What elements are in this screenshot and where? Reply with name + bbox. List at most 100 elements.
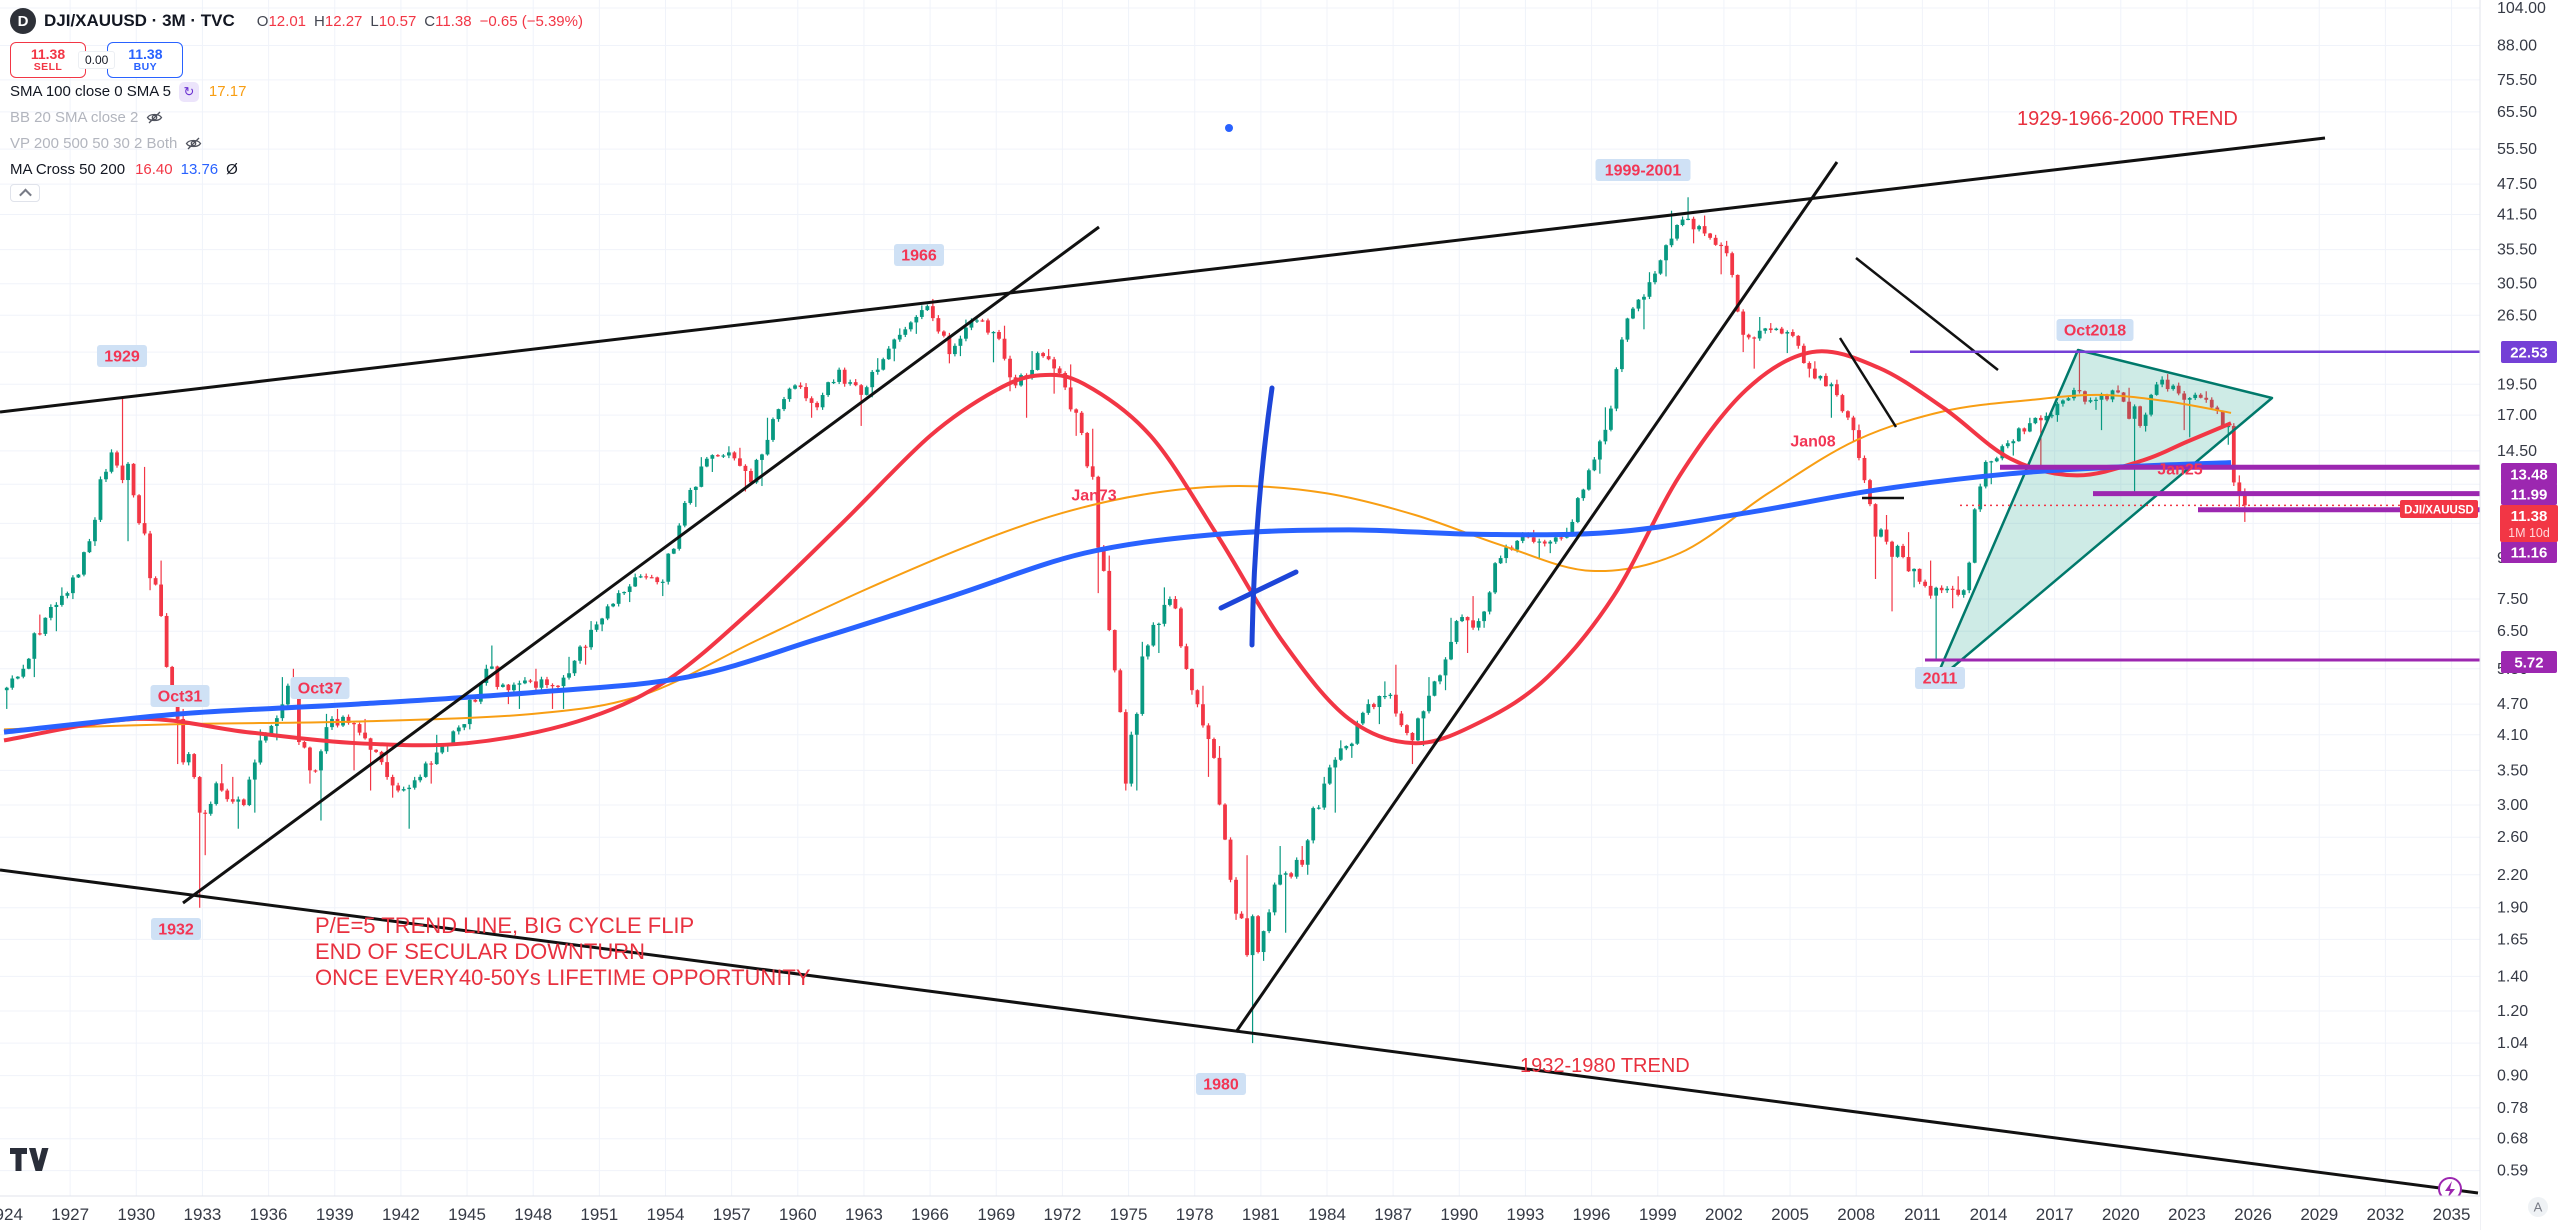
candle xyxy=(1008,355,1012,392)
buy-price: 11.38 xyxy=(128,46,163,63)
channel-2008-a[interactable] xyxy=(1855,257,1999,371)
macross-suffix: Ø xyxy=(226,161,238,178)
price-tick-label: 0.59 xyxy=(2497,1163,2528,1180)
chart-date-label[interactable]: Oct31 xyxy=(150,685,210,707)
annotation-text[interactable]: 1929-1966-2000 TREND xyxy=(2017,108,2238,130)
candle xyxy=(489,645,494,670)
time-axis[interactable]: 1924 1927 1930 1933 1936 1939 1942 1945 1948 1951… xyxy=(0,1195,2480,1230)
chart-date-label[interactable]: 1980 xyxy=(1196,1073,1246,1095)
chart-date-label[interactable]: 2011 xyxy=(1915,667,1965,689)
candle xyxy=(357,722,362,736)
candle xyxy=(666,553,671,585)
macross-slow-value: 13.76 xyxy=(180,161,219,178)
trade-buttons-row: 11.38 SELL 0.00 11.38 BUY xyxy=(10,42,583,78)
date-label-drawings[interactable]: 1929 Oct31 Oct37 1932 1966 1980 1999-2001 2011 O… xyxy=(97,159,2203,1095)
sync-loop-icon[interactable]: ↻ xyxy=(178,81,199,102)
annotation-text[interactable]: 1932-1980 TREND xyxy=(1520,1055,1690,1077)
axis-auto-badge[interactable]: A xyxy=(2528,1197,2548,1217)
svg-text:1980: 1980 xyxy=(1203,1077,1239,1094)
chart-date-label[interactable]: 1966 xyxy=(894,244,944,266)
svg-text:2011: 2011 xyxy=(1923,671,1958,688)
candle xyxy=(1167,596,1172,607)
chart-date-label[interactable]: Jan08 xyxy=(1790,434,1835,451)
candle xyxy=(1311,806,1316,844)
triangle-pattern-drawing[interactable] xyxy=(1932,348,2274,685)
price-axis[interactable]: 104.00 88.00 75.50 65.50 55.50 47.50 41.50 35.5… xyxy=(2400,0,2560,1230)
chart-date-label[interactable]: Jan73 xyxy=(1071,488,1116,505)
chart-date-label[interactable]: Oct2018 xyxy=(2056,319,2134,341)
candle xyxy=(991,331,996,363)
chart-date-label[interactable]: 1932 xyxy=(151,918,201,940)
candle xyxy=(225,788,230,802)
candle xyxy=(1807,361,1812,378)
indicator-row-vp[interactable]: VP 200 500 50 30 2 Both xyxy=(10,131,583,156)
candle xyxy=(528,678,533,684)
red-text-annotations[interactable]: P/E=5 TREND LINE, BIG CYCLE FLIP END OF S… xyxy=(315,108,2238,1077)
chart-date-label[interactable]: Oct37 xyxy=(290,677,350,699)
time-tick-label: 1942 xyxy=(382,1205,420,1224)
trend-1929-1966-2000[interactable] xyxy=(0,136,2326,414)
blue-dot-marker[interactable] xyxy=(1225,124,1233,132)
chart-date-label[interactable]: 1929 xyxy=(97,345,147,367)
trendline-drawings[interactable] xyxy=(0,136,2479,1195)
chart-date-label[interactable]: 1999-2001 xyxy=(1595,159,1691,181)
candle xyxy=(2016,427,2021,442)
candle xyxy=(2198,393,2203,399)
eye-off-icon[interactable] xyxy=(185,135,202,152)
candle xyxy=(59,587,64,607)
indicator-row-macross[interactable]: MA Cross 50 200 16.40 13.76 Ø xyxy=(10,157,583,182)
price-level-axis-label: 11.16 xyxy=(2501,541,2557,563)
price-tick-label: 55.50 xyxy=(2497,141,2537,158)
price-tick-label: 2.20 xyxy=(2497,867,2528,884)
candle xyxy=(15,676,20,680)
indicator-row-bb[interactable]: BB 20 SMA close 2 xyxy=(10,105,583,130)
chart-date-label[interactable]: Jan25 xyxy=(2157,462,2202,479)
candle xyxy=(335,708,340,728)
candle xyxy=(1465,616,1470,653)
candle xyxy=(1912,568,1916,588)
candle xyxy=(2231,423,2236,487)
indicator-bb-title: BB 20 SMA close 2 xyxy=(10,109,139,126)
symbol-logo[interactable]: D xyxy=(10,8,36,34)
candle xyxy=(1884,515,1889,545)
trend-1932-1980[interactable] xyxy=(0,868,2479,1195)
sell-button[interactable]: 11.38 SELL xyxy=(10,42,86,78)
trend-1932-1966[interactable] xyxy=(182,225,1100,905)
time-tick-label: 1969 xyxy=(977,1205,1015,1224)
trend-1980-up[interactable] xyxy=(1234,161,1839,1033)
eye-off-icon[interactable] xyxy=(146,109,163,126)
candle xyxy=(2038,415,2043,467)
symbol-header-row[interactable]: D DJI/XAUUSD · 3M · TVC O12.01 H12.27 L10.… xyxy=(10,6,583,36)
candle xyxy=(319,749,323,821)
time-tick-label: 2020 xyxy=(2102,1205,2140,1224)
candle xyxy=(941,330,946,338)
candle xyxy=(126,462,130,542)
legend-collapse-button[interactable] xyxy=(10,184,40,202)
channel-2008-b[interactable] xyxy=(1838,337,1898,428)
buy-button[interactable]: 11.38 BUY xyxy=(107,42,184,78)
candle xyxy=(1399,710,1404,727)
svg-text:Oct2018: Oct2018 xyxy=(2064,323,2126,340)
blue-arrow-drawing[interactable] xyxy=(1218,385,1299,648)
ma-line-100[interactable] xyxy=(3,393,2232,731)
symbol-title[interactable]: DJI/XAUUSD · 3M · TVC xyxy=(44,11,235,30)
candle xyxy=(997,329,1001,341)
candle xyxy=(456,725,461,735)
annotation-text[interactable]: P/E=5 TREND LINE, BIG CYCLE FLIP END OF S… xyxy=(315,913,811,990)
symbol-price-tag: DJI/XAUUSD xyxy=(2400,500,2478,518)
candle xyxy=(1768,323,1773,333)
indicator-row-sma[interactable]: SMA 100 close 0 SMA 5 ↻ 17.17 xyxy=(10,79,583,104)
candle xyxy=(964,319,968,342)
candle xyxy=(434,734,439,765)
candle xyxy=(1416,717,1420,742)
ma-line-200[interactable] xyxy=(3,460,2232,735)
candle xyxy=(600,617,605,632)
candle xyxy=(1410,732,1415,765)
tradingview-logo[interactable] xyxy=(10,1148,49,1171)
ma-line-50[interactable] xyxy=(3,349,2232,748)
candle xyxy=(1140,641,1145,716)
candle xyxy=(396,782,401,793)
candle xyxy=(412,776,417,790)
